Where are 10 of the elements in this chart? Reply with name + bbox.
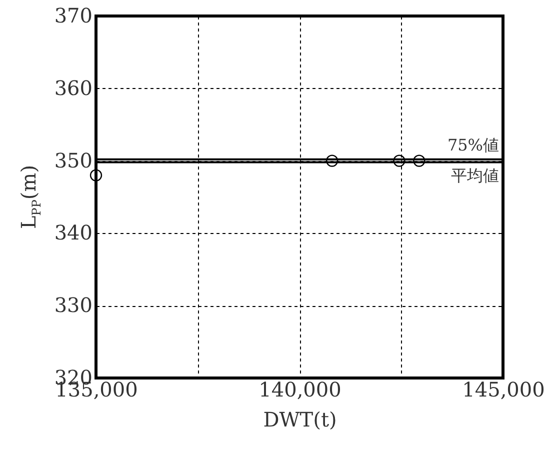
ref-line-label: 平均値	[451, 166, 499, 186]
x-tick-label: 145,000	[462, 378, 545, 402]
y-tick-label: 340	[54, 220, 92, 245]
ref-line-label: 75%値	[447, 135, 499, 154]
x-axis-title: DWT(t)	[263, 408, 337, 432]
x-tick-label: 140,000	[258, 378, 342, 402]
y-tick-label: 370	[54, 4, 92, 28]
y-tick-label: 330	[54, 293, 92, 318]
y-tick-label: 360	[54, 76, 92, 100]
y-tick-label: 350	[54, 148, 92, 172]
